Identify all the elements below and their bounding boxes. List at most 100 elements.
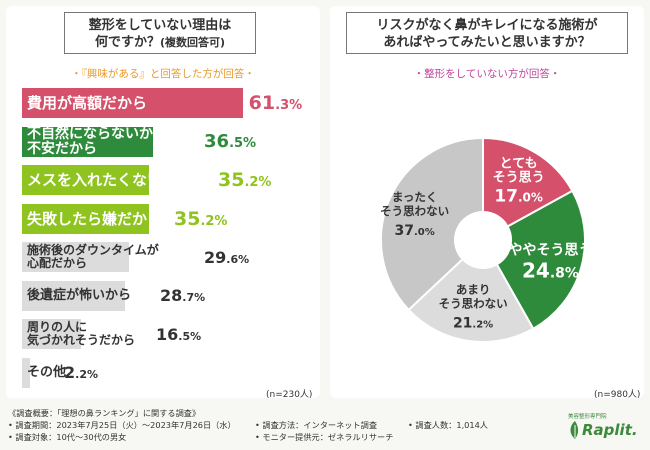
bar-label-line: 心配だから [27, 256, 88, 270]
bar-value-int: 28 [160, 286, 183, 305]
bar-label-line: 不自然にならないか [27, 125, 153, 142]
bar-value-frac: .3% [275, 98, 303, 113]
bar-label-line: 後遺症が怖いから [27, 287, 132, 303]
bar [22, 280, 126, 311]
pie-value-int: 17 [494, 187, 518, 207]
bar-value-int: 36 [204, 131, 230, 152]
bar [22, 165, 149, 195]
pie-chart-title-line1: リスクがなく鼻がキレイになる施術が [376, 18, 598, 33]
logo-tagline: 美容整形専門院 [568, 414, 607, 420]
pie-chart-subtitle: ・整形をしていない方が回答・ [413, 68, 561, 80]
logo-wordmark: Raplit. [582, 421, 638, 439]
pie-value-int: 24 [522, 259, 550, 283]
pie-slice [407, 257, 535, 343]
bar-chart-title-suffix: (複数回答可) [159, 36, 226, 49]
pie-category-label: ややそう思う [508, 243, 592, 259]
bar-label-line: 周りの人に [27, 320, 88, 334]
footer-survey-period: • 調査期間：2023年7月25日（火）〜2023年7月26日（水） [8, 420, 236, 430]
bar-label: 後遺症が怖いから [27, 287, 132, 303]
bar-value-label: 2.2% [64, 363, 98, 382]
pie-value-label: 37.0% [394, 223, 434, 239]
bar-row: 費用が高額だから 61.3% [22, 88, 322, 118]
footer-survey-method: • 調査方法：インターネット調査 [255, 420, 378, 430]
bar [22, 242, 129, 272]
bar-value-frac: .5% [229, 136, 257, 151]
pie-value-frac: .0% [414, 227, 435, 238]
bar-label: その他 [27, 364, 67, 380]
bar-label-line: 不安だから [27, 140, 97, 157]
bar-value-frac: .2% [200, 213, 228, 229]
bar-row: メスを入れたくないから 35.2% [22, 165, 322, 195]
bar-label-line: 費用が高額だから [27, 94, 148, 112]
pie-chart-title-line2: あればやってみたいと思いますか？ [383, 35, 591, 50]
pie-value-frac: .2% [472, 319, 493, 330]
bar-value-label: 16.5% [156, 325, 201, 344]
footer-survey-count: • 調査人数：1,014人 [408, 420, 488, 430]
bar-label: 施術後のダウンタイムが 心配だから [27, 244, 159, 270]
pie-category-label: そう思わない [439, 296, 508, 310]
bar-value-frac: .5% [178, 329, 202, 343]
pie-category-label: まったく [392, 190, 438, 204]
pie-value-frac: .0% [518, 191, 543, 205]
bar-label: 周りの人に 気づかれそうだから [27, 321, 135, 347]
footer-survey-title: 《調査概要：「理想の鼻ランキング」に関する調査》 [8, 408, 201, 418]
pie-category-label: あまり [456, 282, 491, 296]
pie-category-label: とても [500, 157, 538, 172]
pie-value-frac: .8% [550, 266, 579, 282]
bar-value-int: 16 [156, 324, 179, 344]
pie-category-label: そう思う [493, 171, 545, 186]
bar-row: 周りの人に 気づかれそうだから 16.5% [22, 319, 322, 349]
survey-footer: 《調査概要：「理想の鼻ランキング」に関する調査》 • 調査期間：2023年7月2… [0, 402, 650, 450]
pie-slice [495, 189, 586, 331]
bar-chart-subtitle: ・『興味がある』と回答した方が回答・ [71, 68, 255, 80]
pie-slice [482, 136, 574, 228]
bar-value-label: 35.2% [218, 169, 271, 191]
bar-label: 不自然にならないか 不安だから [27, 125, 153, 157]
bar-value-label: 61.3% [249, 92, 302, 114]
bar-row: 失敗したら嫌だから 35.2% [22, 203, 322, 234]
bar-chart: 費用が高額だから 61.3% 不自然にならないか 不安だから 36.5% メスを入れたくな… [22, 88, 322, 388]
bar-label-line: その他 [27, 364, 67, 380]
bar-label: メスを入れたくないから [27, 172, 192, 188]
footer-survey-monitor: • モニター提供元：ゼネラルリサーチ [255, 432, 394, 442]
bar-row: その他 2.2% [22, 357, 322, 388]
bar-label-line: メスを入れたくないから [27, 171, 193, 189]
bar [22, 203, 149, 234]
bar-value-int: 35 [218, 169, 245, 191]
pie-chart-title: リスクがなく鼻がキレイになる施術が あればやってみたいと思いますか？ [346, 12, 628, 54]
bar-value-int: 29 [204, 247, 227, 267]
bar-value-label: 36.5% [204, 131, 256, 152]
bar [22, 319, 82, 349]
footer-survey-target: • 調査対象：10代〜30代の男女 [8, 432, 127, 442]
leaf-icon [570, 421, 579, 439]
pie-chart: とてもそう思う17.0%ややそう思う24.8%あまりそう思わない21.2%まった… [380, 136, 592, 343]
pie-value-label: 17.0% [494, 187, 543, 207]
bar-label-line: 施術後のダウンタイムが [27, 243, 159, 257]
bar-value-frac: .6% [226, 252, 250, 266]
bar-label: 費用が高額だから [27, 95, 147, 111]
pie-slice [380, 136, 484, 312]
bar [22, 88, 243, 118]
bar-value-label: 29.6% [204, 248, 249, 267]
bar-value-int: 35 [174, 207, 201, 230]
bar-chart-title-line1: 整形をしていない理由は [88, 18, 232, 33]
bar-chart-title: 整形をしていない理由は 何ですか？(複数回答可) [64, 12, 256, 54]
pie-value-label: 21.2% [453, 315, 493, 331]
bar-value-int: 2 [64, 363, 76, 382]
bar-row: 施術後のダウンタイムが 心配だから 29.6% [22, 242, 322, 272]
raplit-logo: 美容整形専門院 Raplit. [568, 412, 638, 446]
pie-value-int: 21 [453, 315, 472, 331]
bar-value-frac: .7% [182, 291, 206, 304]
bar-value-label: 28.7% [160, 286, 205, 305]
bar-value-label: 35.2% [174, 208, 227, 230]
bar-chart-n-label: (n=230人) [266, 390, 313, 400]
bar-label-line: 失敗したら嫌だから [27, 209, 163, 228]
pie-value-int: 37 [394, 223, 413, 239]
pie-category-label: そう思わない [380, 204, 449, 218]
bar [22, 357, 30, 388]
